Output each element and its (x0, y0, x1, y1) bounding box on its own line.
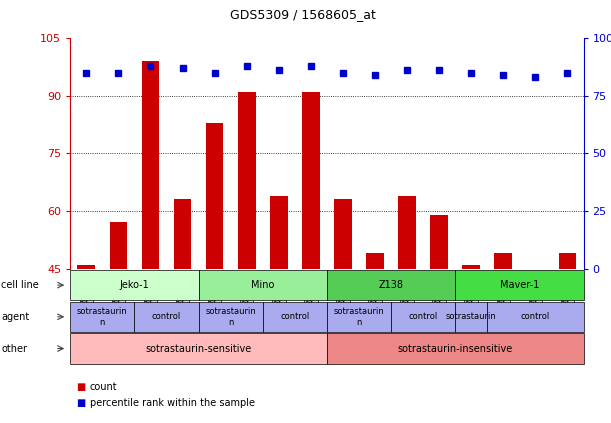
Bar (270, 195, 288, 269)
Bar (78, 265, 95, 269)
Text: sotrastaurin
n: sotrastaurin n (334, 307, 384, 327)
Text: sotrastaurin-insensitive: sotrastaurin-insensitive (398, 343, 513, 354)
Bar (142, 61, 159, 269)
Text: Z138: Z138 (379, 280, 403, 290)
Bar (558, 253, 576, 269)
Text: GDS5309 / 1568605_at: GDS5309 / 1568605_at (230, 8, 375, 21)
Bar (109, 222, 127, 269)
Bar (206, 123, 224, 269)
Bar (398, 195, 416, 269)
Text: ■: ■ (76, 382, 86, 392)
Text: control: control (152, 312, 181, 321)
Text: sotrastaurin
n: sotrastaurin n (205, 307, 256, 327)
Text: count: count (90, 382, 117, 392)
Bar (174, 200, 191, 269)
Bar (494, 253, 512, 269)
Bar (430, 215, 448, 269)
Text: Mino: Mino (251, 280, 274, 290)
Text: cell line: cell line (1, 280, 39, 290)
Bar (334, 200, 352, 269)
Text: control: control (409, 312, 437, 321)
Text: control: control (521, 312, 550, 321)
Text: percentile rank within the sample: percentile rank within the sample (90, 398, 255, 408)
Text: sotrastaurin-sensitive: sotrastaurin-sensitive (145, 343, 252, 354)
Bar (238, 92, 255, 269)
Bar (366, 253, 384, 269)
Text: control: control (280, 312, 309, 321)
Text: sotrastaurin: sotrastaurin (446, 312, 497, 321)
Text: Jeko-1: Jeko-1 (120, 280, 149, 290)
Text: sotrastaurin
n: sotrastaurin n (77, 307, 128, 327)
Text: other: other (1, 343, 27, 354)
Text: Maver-1: Maver-1 (500, 280, 539, 290)
Text: ■: ■ (76, 398, 86, 408)
Text: agent: agent (1, 312, 29, 322)
Bar (463, 265, 480, 269)
Bar (302, 92, 320, 269)
